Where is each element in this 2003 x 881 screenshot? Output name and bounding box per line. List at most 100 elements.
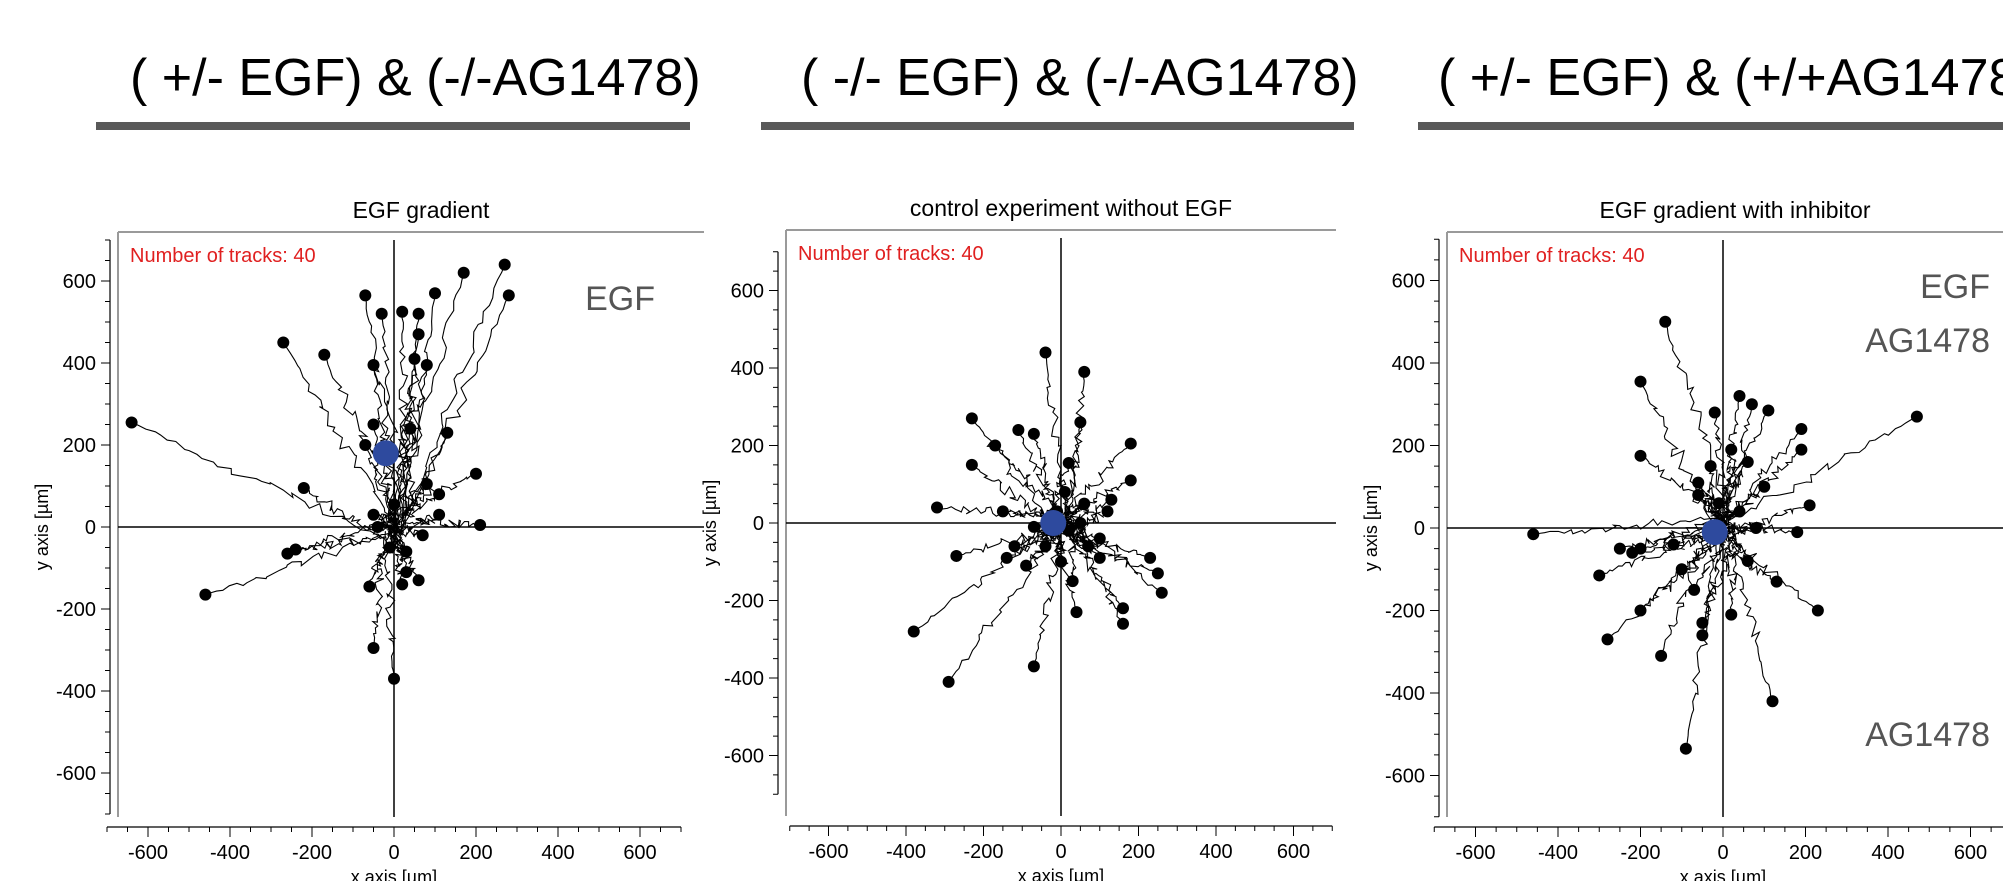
track-endpoint bbox=[502, 289, 515, 302]
track-endpoint bbox=[931, 501, 943, 514]
track-endpoint bbox=[277, 336, 290, 349]
track-line bbox=[948, 514, 1070, 683]
x-tick-label: 200 bbox=[1122, 841, 1155, 863]
corner-label: AG1478 bbox=[1865, 716, 1990, 754]
x-axis-label: x axis [µm] bbox=[1018, 866, 1104, 881]
track-endpoint bbox=[433, 488, 446, 501]
track-endpoint bbox=[1803, 499, 1816, 512]
track-line bbox=[1723, 395, 1741, 528]
chart-3: EGF gradient with inhibitor 600 400 200 0 -20… bbox=[1361, 197, 2003, 881]
track-line bbox=[381, 313, 404, 522]
track-line bbox=[1025, 534, 1060, 567]
center-of-mass-marker bbox=[372, 440, 399, 467]
track-endpoint bbox=[1613, 542, 1626, 555]
track-endpoint bbox=[1634, 604, 1647, 617]
track-endpoint bbox=[1910, 410, 1923, 423]
chart-title: EGF gradient with inhibitor bbox=[1599, 197, 1870, 223]
track-endpoint bbox=[412, 328, 425, 341]
track-count-label: Number of tracks: 40 bbox=[1459, 245, 1645, 267]
track-endpoint bbox=[404, 422, 417, 435]
track-endpoint bbox=[1070, 606, 1083, 619]
track-line bbox=[391, 493, 440, 528]
track-line bbox=[364, 295, 400, 518]
track-endpoint bbox=[1626, 546, 1639, 559]
x-tick-label: 600 bbox=[623, 842, 656, 864]
track-line bbox=[1660, 518, 1712, 657]
track-endpoint bbox=[1117, 617, 1129, 630]
track-endpoint bbox=[1634, 375, 1647, 388]
track-endpoint bbox=[388, 498, 400, 511]
track-endpoint bbox=[989, 439, 1002, 452]
track-endpoint bbox=[950, 549, 963, 562]
track-endpoint bbox=[1027, 427, 1040, 440]
track-line bbox=[1640, 520, 1716, 550]
track-endpoint bbox=[396, 578, 409, 591]
track-endpoint bbox=[1101, 505, 1114, 518]
track-endpoint bbox=[1675, 563, 1688, 576]
track-endpoint bbox=[297, 482, 310, 495]
x-tick-label: -600 bbox=[128, 842, 168, 864]
track-endpoint bbox=[1725, 608, 1738, 621]
track-endpoint bbox=[1762, 404, 1775, 417]
track-endpoint bbox=[1593, 569, 1606, 582]
track-line bbox=[936, 505, 1051, 518]
track-endpoint bbox=[371, 521, 384, 533]
track-endpoint bbox=[1124, 474, 1137, 487]
track-endpoint bbox=[1055, 555, 1067, 568]
x-tick-label: -200 bbox=[292, 842, 332, 864]
x-axis-label: x axis [µm] bbox=[351, 867, 437, 881]
track-endpoint bbox=[1144, 551, 1157, 564]
corner-label: EGF bbox=[1920, 268, 1990, 306]
track-line bbox=[1715, 521, 1798, 534]
x-tick-label: -600 bbox=[1455, 842, 1495, 864]
track-line bbox=[1716, 461, 1749, 518]
chart-title: control experiment without EGF bbox=[910, 195, 1232, 221]
track-line bbox=[1640, 381, 1718, 531]
track-endpoint bbox=[1712, 497, 1725, 510]
track-line bbox=[405, 518, 481, 529]
track-line bbox=[1720, 519, 1774, 702]
y-tick-label: -600 bbox=[724, 746, 764, 768]
track-endpoint bbox=[1696, 616, 1709, 629]
track-endpoint bbox=[367, 359, 380, 372]
track-line bbox=[205, 527, 404, 596]
track-line bbox=[1607, 532, 1730, 640]
track-line bbox=[388, 473, 477, 516]
track-endpoint bbox=[400, 566, 413, 579]
y-tick-label: 600 bbox=[63, 271, 96, 293]
track-endpoint bbox=[281, 547, 294, 560]
x-tick-label: -600 bbox=[808, 841, 848, 863]
track-line bbox=[1719, 416, 1918, 526]
track-endpoint bbox=[1027, 520, 1040, 533]
y-tick-label: 400 bbox=[1392, 353, 1425, 375]
track-endpoint bbox=[1000, 551, 1013, 564]
track-line bbox=[399, 428, 411, 531]
track-endpoint bbox=[1151, 567, 1164, 580]
track-endpoint bbox=[1655, 649, 1668, 662]
track-endpoint bbox=[1733, 390, 1746, 402]
track-line bbox=[1533, 516, 1736, 535]
track-endpoint bbox=[408, 352, 421, 365]
track-line bbox=[383, 531, 397, 679]
track-endpoint bbox=[318, 348, 331, 361]
track-endpoint bbox=[1008, 540, 1021, 553]
y-axis-label: y axis [µm] bbox=[1361, 485, 1381, 571]
track-endpoint bbox=[1692, 476, 1705, 489]
chart-1: EGF gradient 600 400 200 0 -200 -400 -600 y axis… bbox=[32, 197, 704, 881]
track-endpoint bbox=[474, 518, 487, 531]
y-tick-label: -200 bbox=[724, 591, 764, 613]
track-endpoint bbox=[420, 477, 433, 490]
track-endpoint bbox=[457, 266, 470, 279]
track-line bbox=[1067, 371, 1086, 525]
x-tick-label: -200 bbox=[1620, 842, 1660, 864]
track-line bbox=[397, 311, 409, 517]
track-endpoint bbox=[1601, 633, 1614, 646]
track-endpoint bbox=[1634, 449, 1647, 462]
track-endpoint bbox=[1082, 540, 1095, 553]
x-tick-label: 0 bbox=[388, 842, 399, 864]
y-tick-label: -200 bbox=[1385, 601, 1425, 623]
track-endpoint bbox=[400, 545, 413, 558]
panel-heading-1: ( +/- EGF) & (-/-AG1478) bbox=[130, 49, 701, 107]
track-line bbox=[1640, 455, 1731, 526]
